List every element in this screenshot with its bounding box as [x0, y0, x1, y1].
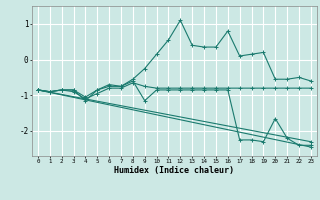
- X-axis label: Humidex (Indice chaleur): Humidex (Indice chaleur): [115, 166, 234, 175]
